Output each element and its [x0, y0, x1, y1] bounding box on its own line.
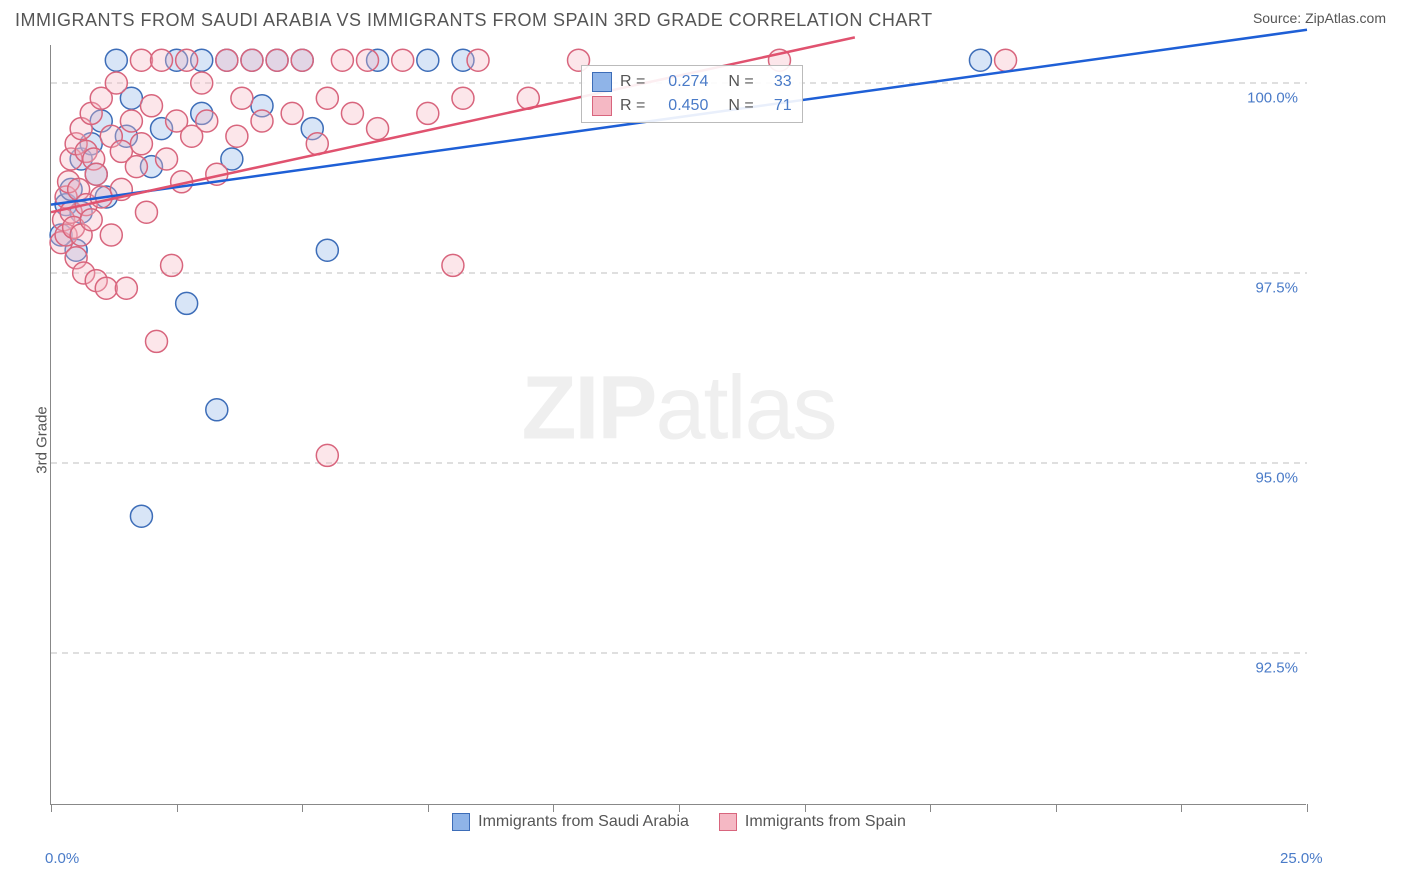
data-point	[281, 102, 303, 124]
data-point	[452, 87, 474, 109]
data-point	[357, 49, 379, 71]
data-point	[241, 49, 263, 71]
x-tick	[177, 804, 178, 812]
data-point	[140, 95, 162, 117]
legend-swatch	[592, 96, 612, 116]
legend-swatch	[592, 72, 612, 92]
y-tick-label: 97.5%	[1255, 280, 1298, 297]
data-point	[251, 110, 273, 132]
data-point	[341, 102, 363, 124]
data-point	[316, 239, 338, 261]
data-point	[130, 133, 152, 155]
data-point	[392, 49, 414, 71]
x-tick	[1181, 804, 1182, 812]
y-tick-label: 92.5%	[1255, 660, 1298, 677]
data-point	[266, 49, 288, 71]
data-point	[191, 72, 213, 94]
legend-item: Immigrants from Saudi Arabia	[452, 813, 689, 831]
plot-area: ZIPatlas R =0.274N =33R =0.450N =71 92.5…	[50, 45, 1306, 805]
y-axis-label: 3rd Grade	[33, 406, 50, 474]
data-point	[316, 444, 338, 466]
data-point	[291, 49, 313, 71]
data-point	[316, 87, 338, 109]
data-point	[125, 156, 147, 178]
scatter-svg	[51, 45, 1307, 805]
legend-swatch	[452, 813, 470, 831]
x-tick	[930, 804, 931, 812]
stats-row: R =0.274N =33	[592, 70, 792, 94]
data-point	[105, 72, 127, 94]
data-point	[367, 118, 389, 140]
x-tick	[302, 804, 303, 812]
data-point	[100, 224, 122, 246]
data-point	[80, 209, 102, 231]
data-point	[115, 277, 137, 299]
y-tick-label: 100.0%	[1247, 90, 1298, 107]
x-min-label: 0.0%	[45, 850, 79, 867]
data-point	[969, 49, 991, 71]
data-point	[161, 254, 183, 276]
legend-item: Immigrants from Spain	[719, 813, 906, 831]
legend-swatch	[719, 813, 737, 831]
data-point	[995, 49, 1017, 71]
data-point	[176, 49, 198, 71]
data-point	[85, 163, 107, 185]
data-point	[146, 330, 168, 352]
data-point	[151, 49, 173, 71]
x-tick	[553, 804, 554, 812]
x-tick	[805, 804, 806, 812]
data-point	[196, 110, 218, 132]
data-point	[130, 505, 152, 527]
data-point	[231, 87, 253, 109]
data-point	[105, 49, 127, 71]
x-tick	[679, 804, 680, 812]
x-tick	[1056, 804, 1057, 812]
source-label: Source: ZipAtlas.com	[1253, 10, 1386, 26]
data-point	[331, 49, 353, 71]
y-tick-label: 95.0%	[1255, 470, 1298, 487]
data-point	[95, 277, 117, 299]
chart-title: IMMIGRANTS FROM SAUDI ARABIA VS IMMIGRAN…	[15, 10, 933, 31]
source-link[interactable]: ZipAtlas.com	[1305, 10, 1386, 26]
x-tick	[428, 804, 429, 812]
series-legend: Immigrants from Saudi Arabia Immigrants f…	[51, 813, 1307, 836]
data-point	[120, 110, 142, 132]
chart-container: 3rd Grade ZIPatlas R =0.274N =33R =0.450…	[50, 45, 1390, 835]
data-point	[417, 102, 439, 124]
data-point	[226, 125, 248, 147]
data-point	[156, 148, 178, 170]
x-tick	[51, 804, 52, 812]
stats-legend: R =0.274N =33R =0.450N =71	[581, 65, 803, 123]
data-point	[206, 399, 228, 421]
data-point	[176, 292, 198, 314]
data-point	[467, 49, 489, 71]
stats-row: R =0.450N =71	[592, 94, 792, 118]
x-tick	[1307, 804, 1308, 812]
x-max-label: 25.0%	[1280, 850, 1323, 867]
data-point	[442, 254, 464, 276]
data-point	[135, 201, 157, 223]
data-point	[130, 49, 152, 71]
data-point	[216, 49, 238, 71]
data-point	[417, 49, 439, 71]
